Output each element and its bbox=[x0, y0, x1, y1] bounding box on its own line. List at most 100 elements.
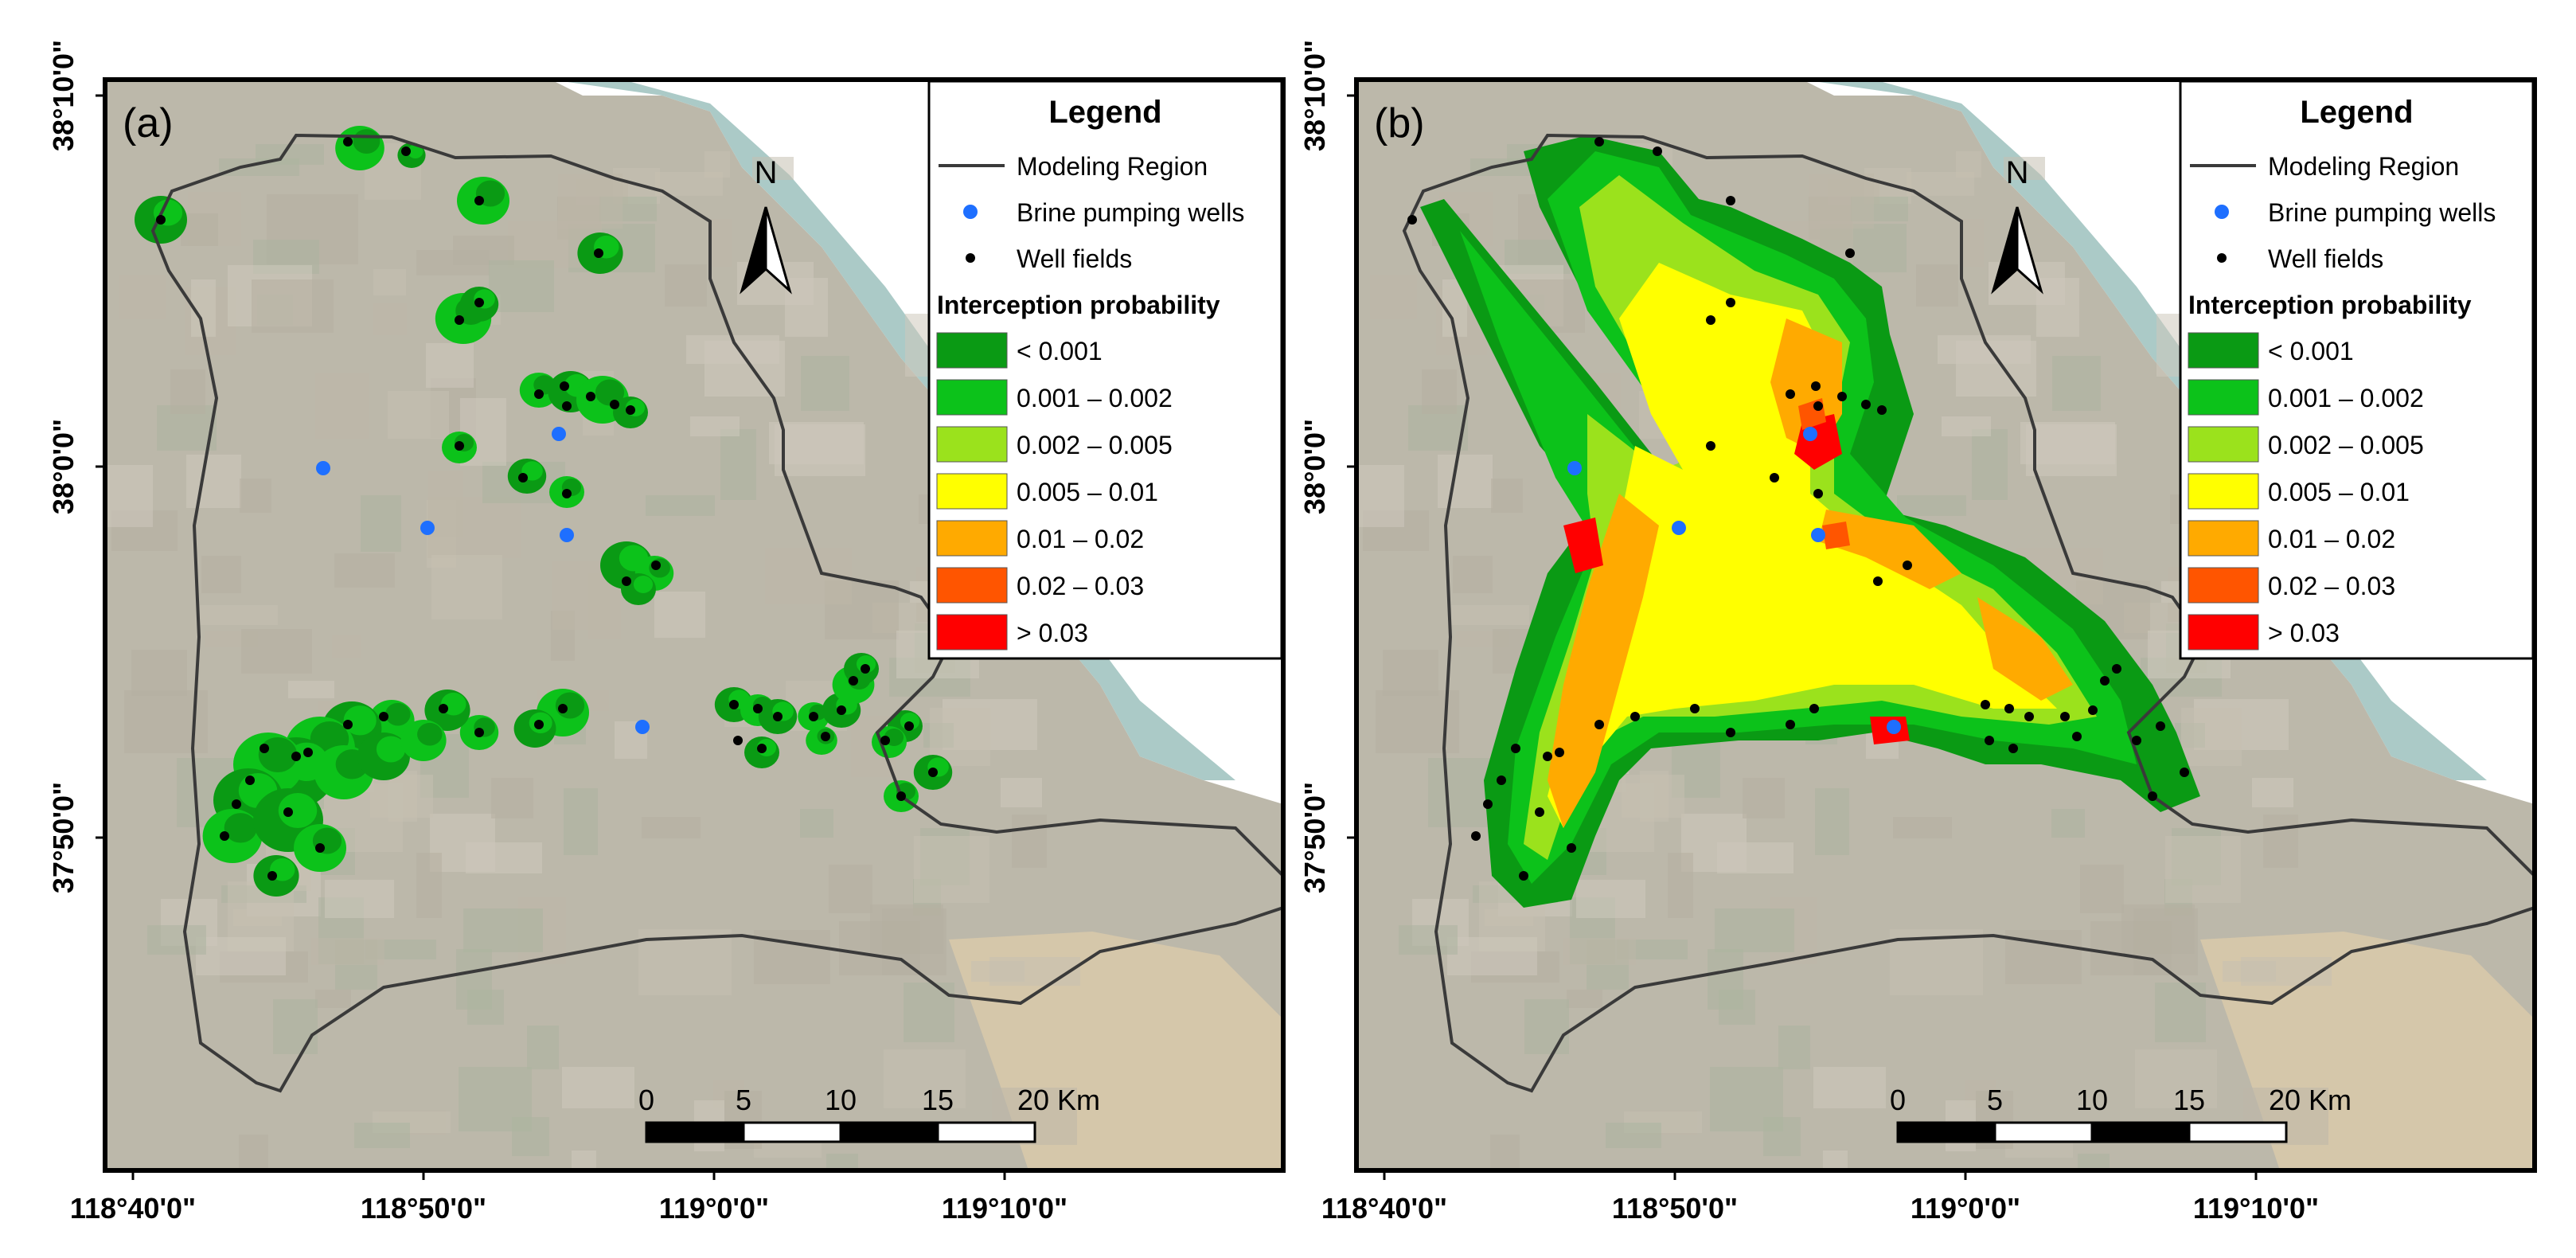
imagery-patch bbox=[2080, 865, 2124, 913]
legend-class-swatch bbox=[2188, 473, 2259, 510]
imagery-patch bbox=[252, 279, 334, 333]
well-field-swatch bbox=[2217, 253, 2227, 263]
well-field-marker bbox=[1726, 298, 1735, 307]
well-field-marker bbox=[291, 752, 301, 761]
legend-class-label: < 0.001 bbox=[1017, 337, 1103, 365]
legend-class-swatch bbox=[936, 614, 1008, 650]
imagery-patch bbox=[456, 949, 492, 1010]
pumping-well-marker bbox=[1567, 461, 1582, 475]
map-frame bbox=[1354, 77, 2537, 1173]
probability-patch bbox=[408, 144, 423, 158]
imagery-patch bbox=[1710, 1067, 1783, 1131]
well-field-marker bbox=[1786, 720, 1795, 729]
imagery-patch bbox=[800, 809, 833, 838]
scale-tick-label: 15 bbox=[2173, 1084, 2205, 1116]
legend-class-swatch bbox=[936, 473, 1008, 510]
imagery-patch bbox=[489, 260, 554, 312]
well-field-marker bbox=[1511, 744, 1520, 753]
x-tick-label: 118°40'0" bbox=[70, 1192, 196, 1225]
well-field-marker bbox=[1985, 736, 1994, 745]
well-field-marker bbox=[837, 705, 846, 715]
probability-patch bbox=[278, 793, 318, 828]
imagery-patch bbox=[2241, 957, 2332, 986]
imagery-patch bbox=[1960, 219, 1984, 267]
imagery-patch bbox=[905, 314, 929, 377]
well-field-marker bbox=[220, 831, 229, 841]
well-field-marker bbox=[1770, 473, 1779, 482]
x-tick-label: 118°50'0" bbox=[361, 1192, 486, 1225]
well-field-marker bbox=[474, 298, 484, 307]
well-field-marker bbox=[757, 744, 767, 753]
imagery-patch bbox=[1668, 853, 1693, 918]
scale-tick-label: 20 Km bbox=[1017, 1084, 1100, 1116]
imagery-patch bbox=[2181, 708, 2242, 766]
probability-patch bbox=[353, 129, 381, 154]
imagery-patch bbox=[1576, 880, 1645, 918]
legend-box bbox=[2179, 80, 2535, 660]
imagery-patch bbox=[315, 990, 351, 1008]
probability-patch bbox=[385, 702, 411, 726]
imagery-patch bbox=[690, 416, 740, 436]
legend-class-label: 0.002 – 0.005 bbox=[1017, 431, 1173, 459]
legend-title: Legend bbox=[1048, 95, 1161, 130]
well-field-marker bbox=[729, 700, 739, 709]
well-field-marker bbox=[343, 137, 353, 147]
pumping-well-marker bbox=[420, 521, 435, 535]
imagery-patch bbox=[1813, 1067, 1886, 1108]
imagery-patch bbox=[233, 909, 282, 926]
imagery-patch bbox=[1524, 999, 1569, 1054]
imagery-patch bbox=[288, 681, 334, 698]
legend-class-swatch bbox=[2188, 332, 2259, 369]
well-field-swatch bbox=[966, 253, 975, 263]
well-field-marker bbox=[651, 561, 661, 570]
legend-class-label: > 0.03 bbox=[1017, 619, 1088, 647]
imagery-patch bbox=[564, 788, 598, 855]
imagery-patch bbox=[147, 925, 206, 955]
imagery-patch bbox=[131, 650, 187, 696]
modeling-region-boundary bbox=[150, 133, 1283, 1093]
x-tick-label: 119°0'0" bbox=[659, 1192, 769, 1225]
scale-segment bbox=[839, 1121, 939, 1143]
well-field-marker bbox=[610, 400, 619, 409]
probability-patch bbox=[258, 737, 298, 772]
legend-class-swatch bbox=[936, 567, 1008, 604]
imagery-patch bbox=[459, 1067, 532, 1131]
imagery-patch bbox=[239, 1135, 268, 1170]
imagery-patch bbox=[1438, 455, 1493, 508]
north-arrow-icon bbox=[764, 206, 792, 295]
north-arrow-icon bbox=[2016, 206, 2043, 295]
scale-tick-label: 10 bbox=[825, 1084, 857, 1116]
well-field-marker bbox=[1594, 137, 1604, 147]
well-field-marker bbox=[401, 147, 411, 156]
imagery-patch bbox=[1485, 909, 1533, 926]
well-field-marker bbox=[1497, 776, 1506, 785]
legend-class-swatch bbox=[2188, 567, 2259, 604]
well-field-marker bbox=[560, 381, 569, 391]
imagery-patch bbox=[1893, 817, 1952, 838]
legend-class-label: 0.001 – 0.002 bbox=[2268, 384, 2424, 412]
well-field-marker bbox=[1811, 381, 1821, 391]
legend-class-label: 0.005 – 0.01 bbox=[2268, 478, 2410, 506]
imagery-patch bbox=[201, 556, 241, 593]
probability-patch bbox=[417, 722, 443, 746]
well-field-marker bbox=[2088, 705, 2098, 715]
probability-zone bbox=[1563, 518, 1603, 573]
well-field-marker bbox=[2060, 712, 2070, 721]
well-field-marker bbox=[1543, 752, 1552, 761]
imagery-patch bbox=[361, 495, 401, 552]
imagery-patch bbox=[373, 269, 406, 295]
imagery-patch bbox=[826, 1154, 858, 1170]
scale-tick-label: 0 bbox=[638, 1084, 654, 1116]
imagery-patch bbox=[572, 1151, 596, 1170]
imagery-patch bbox=[2165, 836, 2241, 903]
imagery-patch bbox=[646, 495, 715, 516]
pumping-well-marker bbox=[1672, 521, 1686, 535]
probability-zone bbox=[1977, 597, 2073, 701]
imagery-patch bbox=[914, 836, 989, 903]
legend-class-swatch bbox=[2188, 614, 2259, 650]
well-field-marker bbox=[586, 392, 595, 401]
imagery-patch bbox=[1708, 949, 1743, 1010]
well-field-marker bbox=[1786, 389, 1795, 399]
imagery-patch bbox=[107, 465, 153, 527]
